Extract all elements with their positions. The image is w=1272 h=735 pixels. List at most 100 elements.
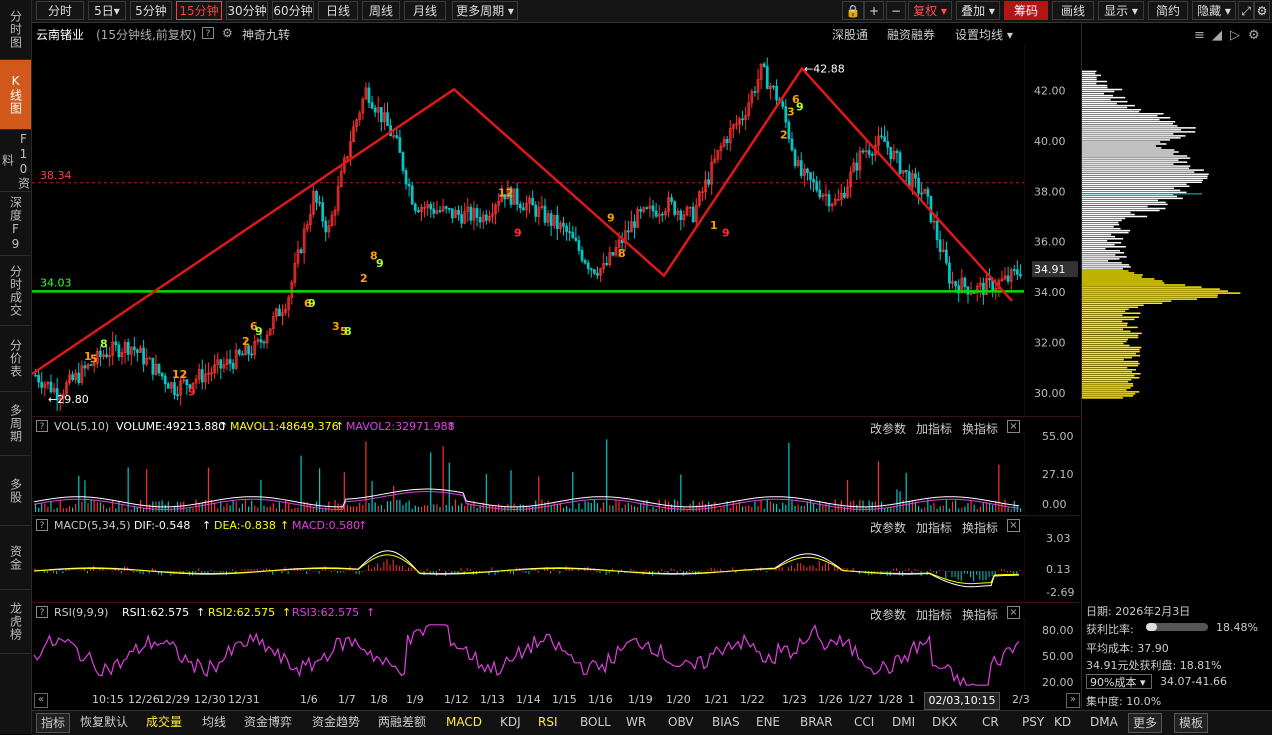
- candle-body: [139, 347, 142, 353]
- nav-item-0[interactable]: 分时图: [0, 0, 31, 60]
- indicator-tab-20[interactable]: PSY: [1022, 715, 1045, 729]
- candle-body: [247, 345, 250, 355]
- indicator-tab-15[interactable]: BRAR: [800, 715, 833, 729]
- nav-item-3[interactable]: 深度F9: [0, 192, 31, 256]
- indicator-tab-6[interactable]: 两融差额: [378, 715, 427, 729]
- indicator-tab-19[interactable]: CR: [982, 715, 999, 729]
- volume-tick: 0.00: [1042, 498, 1067, 511]
- indicator-tab-1[interactable]: 恢复默认: [80, 715, 129, 729]
- nav-item-2[interactable]: F10资料: [0, 130, 31, 192]
- rsi-chart[interactable]: [32, 618, 1024, 690]
- zoom-in-button[interactable]: +: [864, 1, 884, 20]
- date-tick: 1/12: [444, 693, 469, 706]
- overlay-dropdown[interactable]: 叠加 ▾: [956, 1, 1000, 20]
- set-ma-dropdown[interactable]: 设置均线 ▾: [955, 28, 1013, 42]
- period-tab-1[interactable]: 5日▾: [88, 1, 126, 20]
- indicator-tab-17[interactable]: DMI: [892, 715, 916, 729]
- nav-item-8[interactable]: 资金: [0, 526, 31, 590]
- nav-item-7[interactable]: 多股: [0, 456, 31, 526]
- indicator-tab-0[interactable]: 指标: [36, 713, 71, 733]
- indicator-tab-23[interactable]: 更多: [1128, 713, 1163, 733]
- display-dropdown[interactable]: 显示 ▾: [1098, 1, 1144, 20]
- add-indicator-button[interactable]: 加指标: [916, 422, 953, 436]
- scroll-left-icon[interactable]: «: [34, 693, 48, 708]
- indicator-tab-22[interactable]: DMA: [1090, 715, 1118, 729]
- gear-icon[interactable]: ⚙: [222, 26, 233, 40]
- switch-indicator-button[interactable]: 换指标: [962, 608, 999, 622]
- add-indicator-button[interactable]: 加指标: [916, 521, 953, 535]
- change-params-button[interactable]: 改参数: [870, 422, 907, 436]
- chouma-button[interactable]: 筹码: [1004, 1, 1048, 20]
- period-tab-8[interactable]: 月线: [404, 1, 446, 20]
- link-margin[interactable]: 融资融券: [887, 28, 936, 42]
- indicator-tab-2[interactable]: 成交量: [146, 715, 183, 729]
- period-tab-7[interactable]: 周线: [362, 1, 400, 20]
- lock-icon[interactable]: 🔒: [842, 1, 864, 20]
- close-icon[interactable]: ×: [1007, 420, 1020, 433]
- indicator-tab-16[interactable]: CCI: [854, 715, 875, 729]
- candle-body: [614, 247, 618, 256]
- indicator-tab-18[interactable]: DKX: [932, 715, 958, 729]
- candle-body: [611, 252, 615, 256]
- nav-item-1[interactable]: K线图: [0, 60, 31, 130]
- help-icon[interactable]: ?: [202, 27, 214, 39]
- scroll-right-icon[interactable]: »: [1066, 693, 1080, 708]
- macd-chart[interactable]: [32, 531, 1024, 601]
- candle-body: [531, 198, 534, 206]
- period-tab-4[interactable]: 30分钟: [226, 1, 268, 20]
- candle-body: [275, 308, 278, 317]
- indicator-tab-4[interactable]: 资金博弈: [244, 715, 293, 729]
- nav-item-4[interactable]: 分时成交: [0, 256, 31, 326]
- fuquan-dropdown[interactable]: 复权 ▾: [908, 1, 952, 20]
- period-tab-3[interactable]: 15分钟: [176, 1, 222, 20]
- indicator-tab-10[interactable]: BOLL: [580, 715, 611, 729]
- chip-distribution-chart[interactable]: ≡ ◢ ▷ ⚙: [1082, 23, 1272, 603]
- settings-icon[interactable]: ⚙: [1254, 1, 1270, 20]
- indicator-name[interactable]: 神奇九转: [242, 28, 291, 42]
- nav-item-5[interactable]: 分价表: [0, 326, 31, 392]
- help-icon[interactable]: ?: [36, 606, 48, 618]
- price-tick: 40.00: [1034, 135, 1066, 148]
- help-icon[interactable]: ?: [36, 519, 48, 531]
- volume-chart[interactable]: [32, 432, 1024, 514]
- cost-percent-select[interactable]: 90%成本 ▾: [1086, 674, 1152, 689]
- chip-distribution-panel: ≡ ◢ ▷ ⚙: [1081, 23, 1272, 709]
- switch-indicator-button[interactable]: 换指标: [962, 521, 999, 535]
- indicator-tab-21[interactable]: KD: [1054, 715, 1072, 729]
- switch-indicator-button[interactable]: 换指标: [962, 422, 999, 436]
- period-tab-9[interactable]: 更多周期 ▾: [452, 1, 518, 20]
- period-tab-2[interactable]: 5分钟: [130, 1, 172, 20]
- period-tab-6[interactable]: 日线: [318, 1, 358, 20]
- change-params-button[interactable]: 改参数: [870, 608, 907, 622]
- indicator-tab-5[interactable]: 资金趋势: [312, 715, 361, 729]
- candle-body: [512, 188, 516, 205]
- close-icon[interactable]: ×: [1007, 519, 1020, 532]
- link-shengutong[interactable]: 深股通: [832, 28, 869, 42]
- period-tab-5[interactable]: 60分钟: [272, 1, 314, 20]
- close-icon[interactable]: ×: [1007, 606, 1020, 619]
- nav-item-9[interactable]: 龙虎榜: [0, 590, 31, 654]
- nav-item-6[interactable]: 多周期: [0, 392, 31, 456]
- period-tab-0[interactable]: 分时: [36, 1, 84, 20]
- add-indicator-button[interactable]: 加指标: [916, 608, 953, 622]
- indicator-tab-24[interactable]: 模板: [1174, 713, 1209, 733]
- stock-name[interactable]: 云南锗业: [36, 28, 85, 42]
- draw-line-button[interactable]: 画线: [1052, 1, 1094, 20]
- candle-body: [571, 232, 575, 239]
- expand-icon[interactable]: ⤢: [1238, 1, 1254, 20]
- indicator-tab-11[interactable]: WR: [626, 715, 647, 729]
- indicator-tab-12[interactable]: OBV: [668, 715, 694, 729]
- indicator-tab-14[interactable]: ENE: [756, 715, 781, 729]
- indicator-tab-3[interactable]: 均线: [202, 715, 227, 729]
- candle-body: [657, 213, 661, 217]
- zoom-out-button[interactable]: −: [886, 1, 906, 20]
- change-params-button[interactable]: 改参数: [870, 521, 907, 535]
- indicator-tab-9[interactable]: RSI: [538, 715, 558, 729]
- indicator-tab-7[interactable]: MACD: [446, 715, 482, 729]
- help-icon[interactable]: ?: [36, 420, 48, 432]
- hide-dropdown[interactable]: 隐藏 ▾: [1192, 1, 1236, 20]
- indicator-tab-8[interactable]: KDJ: [500, 715, 521, 729]
- simple-button[interactable]: 简约: [1148, 1, 1188, 20]
- indicator-tab-13[interactable]: BIAS: [712, 715, 740, 729]
